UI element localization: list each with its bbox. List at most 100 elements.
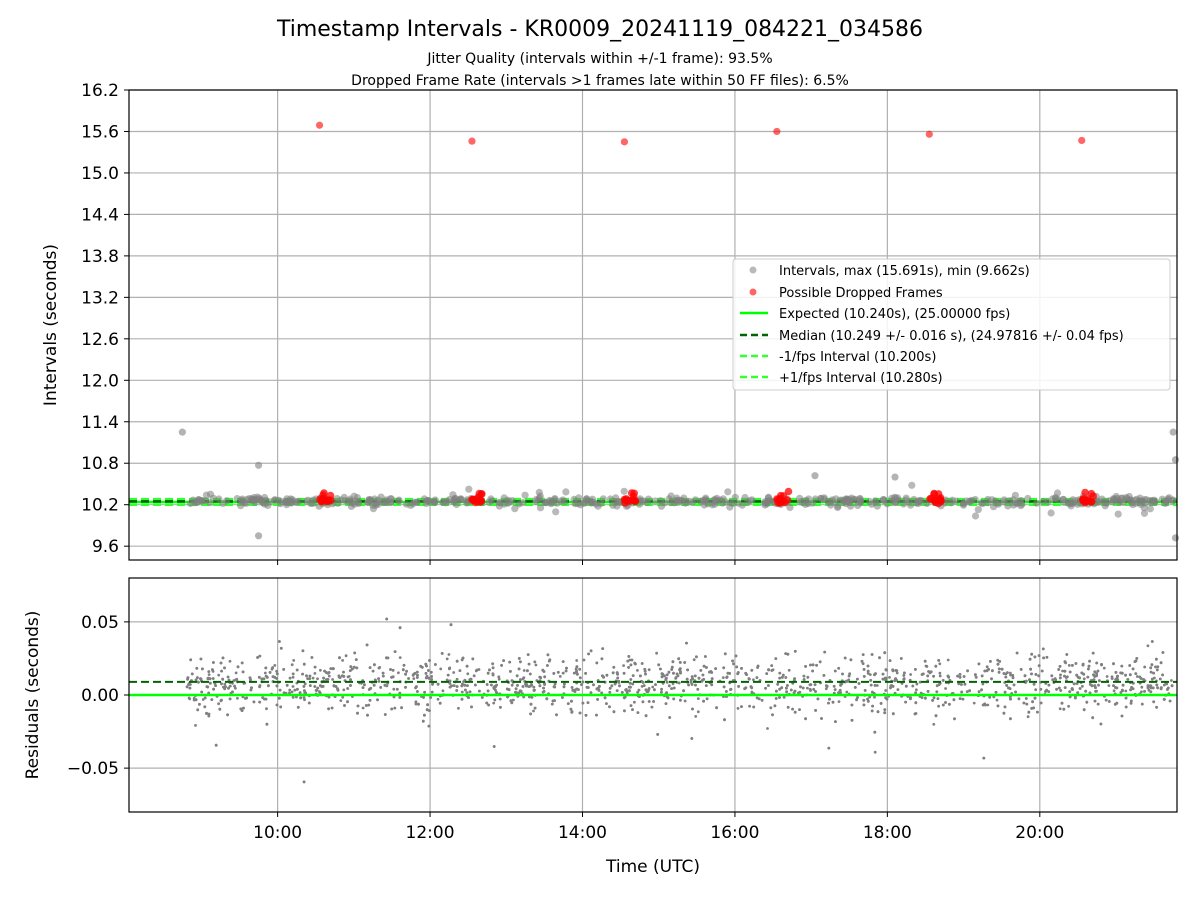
residual-point (343, 704, 346, 707)
residual-point (296, 687, 299, 691)
residual-point (628, 658, 632, 662)
residual-point (894, 677, 897, 680)
residual-point (214, 743, 218, 747)
residual-point (414, 686, 417, 690)
residual-point (846, 679, 850, 683)
residual-point (693, 674, 697, 678)
residual-point (802, 674, 806, 678)
residual-point (631, 682, 635, 686)
residual-point (1008, 687, 1012, 690)
residual-point (793, 677, 796, 680)
residual-point (366, 713, 369, 717)
residual-point (512, 698, 515, 702)
residual-point (233, 684, 237, 688)
interval-point (908, 481, 916, 489)
interval-outlier-5 (1169, 428, 1177, 436)
interval-point (424, 497, 432, 505)
residual-point (1140, 690, 1143, 694)
residual-point (782, 695, 786, 699)
residual-point (977, 662, 981, 666)
residual-point (667, 684, 671, 688)
residual-point (455, 659, 459, 663)
residual-point (1124, 673, 1127, 677)
residual-point (909, 697, 912, 701)
x-tick-label-1: 12:00 (406, 823, 455, 843)
residual-point (647, 668, 651, 672)
residual-point (465, 691, 469, 694)
residual-point (833, 669, 837, 673)
residual-point (427, 724, 431, 728)
residual-point (668, 716, 672, 719)
residual-point (1086, 675, 1090, 679)
residual-point (966, 669, 969, 673)
residual-point (702, 664, 706, 668)
residual-point (542, 686, 545, 690)
residual-point (989, 660, 992, 663)
residual-point (601, 647, 605, 650)
residual-point (466, 684, 469, 687)
interval-point (500, 500, 508, 508)
residual-point (628, 689, 631, 693)
residual-point (947, 675, 951, 679)
residual-point (960, 683, 963, 686)
residual-point (303, 682, 307, 686)
residual-point (412, 677, 416, 680)
residual-point (295, 668, 299, 672)
residual-point (586, 686, 590, 689)
residual-point (1037, 664, 1041, 668)
residual-point (785, 690, 788, 694)
residual-point (308, 677, 312, 680)
interval-point (724, 488, 732, 496)
interval-point (651, 497, 659, 505)
residual-point (629, 685, 632, 689)
residual-point (651, 685, 655, 689)
residual-point (497, 677, 501, 681)
residual-point (853, 686, 857, 689)
residual-point (769, 706, 773, 710)
chart-title: Timestamp Intervals - KR0009_20241119_08… (276, 17, 923, 42)
residual-point (1120, 664, 1124, 668)
residual-point (519, 678, 522, 682)
residual-point (1142, 678, 1145, 681)
residual-point (570, 686, 574, 689)
residual-point (1081, 663, 1085, 667)
residual-point (873, 730, 877, 734)
residual-point (685, 641, 688, 645)
residual-point (350, 667, 354, 671)
residual-point (1005, 684, 1008, 687)
residual-point (278, 688, 282, 692)
residual-point (561, 696, 564, 699)
residual-point (474, 669, 478, 673)
residual-point (1093, 699, 1097, 703)
residual-point (326, 671, 330, 675)
residual-point (288, 688, 292, 692)
residual-point (522, 676, 526, 680)
interval-point (536, 504, 545, 512)
residual-point (1150, 640, 1154, 643)
residual-point (784, 676, 788, 679)
residual-point (303, 698, 306, 702)
x-tick-label-4: 18:00 (863, 823, 912, 843)
residual-point (332, 684, 336, 688)
residual-point (1062, 707, 1066, 711)
residual-point (687, 683, 690, 687)
residual-point (434, 663, 437, 666)
residual-point (223, 687, 227, 691)
interval-point (1051, 494, 1060, 502)
residual-point (1128, 664, 1132, 667)
residual-point (636, 669, 639, 672)
residual-point (423, 713, 426, 717)
residual-point (740, 667, 743, 670)
residual-point (425, 675, 429, 678)
residual-point (924, 696, 927, 700)
residual-point (1107, 700, 1111, 703)
residual-point (704, 655, 707, 658)
residual-point (600, 657, 604, 661)
residual-point (207, 670, 211, 673)
residual-point (398, 656, 402, 659)
residual-point (1067, 664, 1071, 667)
residual-point (290, 663, 294, 667)
residual-point (1011, 674, 1015, 677)
residual-point (889, 686, 892, 690)
